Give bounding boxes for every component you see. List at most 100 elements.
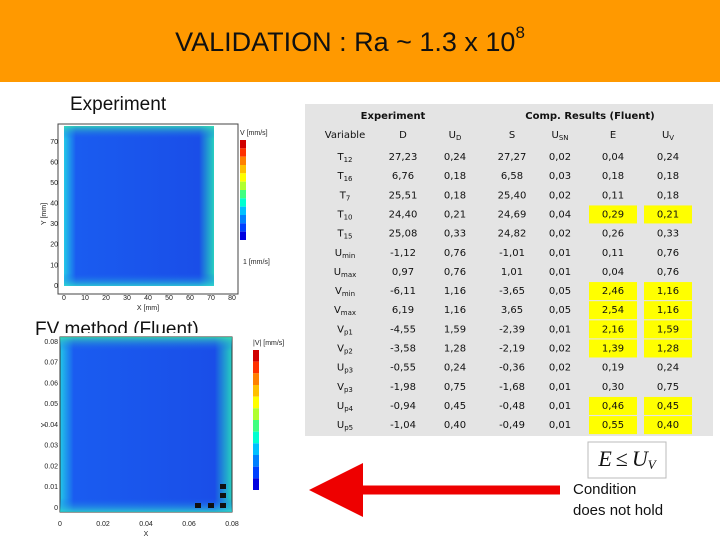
text-base: V <box>337 324 344 335</box>
y-tick-label: 0.03 <box>44 443 58 450</box>
cell-text: Variable <box>325 130 366 141</box>
table-cell: 1,16 <box>444 305 466 316</box>
table-cell: -2,39 <box>499 324 525 335</box>
y-tick-label: 50 <box>50 180 58 187</box>
cell-text: Umax <box>334 267 357 279</box>
table-cell: 0,76 <box>657 267 679 278</box>
results-table: Experiment Comp. Results (Fluent) Variable… <box>325 111 692 435</box>
table-cell: 0,24 <box>444 152 466 163</box>
table-cell: -0,94 <box>390 401 416 412</box>
text-base: V <box>334 305 341 316</box>
cell-highlight <box>644 301 692 320</box>
table-cell: 0,29 <box>602 209 624 220</box>
table-cell: 0,76 <box>444 267 466 278</box>
table-cell: 0,75 <box>444 382 466 393</box>
table-cell: 0,45 <box>444 401 466 412</box>
y-tick-label: 0.08 <box>44 339 58 346</box>
table-cell: 0,03 <box>549 171 571 182</box>
table-cell: 0,04 <box>549 209 571 220</box>
x-tick-label: 50 <box>165 295 173 302</box>
text-subscript: min <box>342 252 355 260</box>
colorbar-swatch <box>240 165 246 174</box>
text-base: V <box>335 286 342 297</box>
text-base: T <box>339 190 347 201</box>
table-cell: 0,18 <box>444 190 466 201</box>
x-tick-label: 20 <box>102 295 110 302</box>
colorbar-swatch <box>240 231 246 240</box>
table-cell: 1,59 <box>657 324 679 335</box>
group-header: Comp. Results (Fluent) <box>525 111 654 122</box>
table-cell: -0,48 <box>499 401 525 412</box>
cell-highlight <box>644 205 692 224</box>
slide-title: VALIDATION : Ra ~ 1.3 x 108 <box>175 23 525 57</box>
table-cell: 2,46 <box>602 286 624 297</box>
cell-text: Vp2 <box>337 344 353 356</box>
text-base: S <box>509 130 515 141</box>
colorbar-swatch <box>253 361 259 374</box>
text-subscript: 10 <box>344 213 353 221</box>
table-cell: 24,82 <box>498 229 527 240</box>
table-cell: -3,65 <box>499 286 525 297</box>
table-cell: -0,55 <box>390 363 416 374</box>
formula: E ≤ UV <box>597 446 657 472</box>
table-cell: 27,23 <box>389 152 418 163</box>
table-cell: 0,01 <box>549 267 571 278</box>
text-base: U <box>335 248 342 259</box>
y-tick-label: 0.06 <box>44 380 58 387</box>
table-cell: -1,12 <box>390 248 416 259</box>
colorbar-swatch <box>253 385 259 397</box>
text-base: U <box>662 130 669 141</box>
table-cell: 0,45 <box>657 401 679 412</box>
y-tick-label: 0.04 <box>44 422 58 429</box>
table-cell: 2,54 <box>602 305 624 316</box>
text-subscript: p3 <box>344 367 353 375</box>
y-tick-label: 30 <box>50 221 58 228</box>
colorbar-swatch <box>240 223 246 232</box>
y-tick-label: 40 <box>50 201 58 208</box>
x-tick-label: 0 <box>62 295 66 302</box>
legend-title: |V| [mm/s] <box>253 340 284 347</box>
table-cell: -0,36 <box>499 363 525 374</box>
table-cell: 3,65 <box>501 305 523 316</box>
table-cell: -1,68 <box>499 382 525 393</box>
table-cell: 0,01 <box>549 324 571 335</box>
cell-text: E <box>610 130 616 141</box>
text-subscript: 7 <box>346 194 350 202</box>
cell-text: Up3 <box>337 363 353 375</box>
x-tick-label: 0.06 <box>182 521 196 528</box>
cell-highlight <box>589 301 637 320</box>
x-axis-label: X [mm] <box>137 305 159 312</box>
cell-highlight <box>589 320 637 339</box>
table-cell: 0,01 <box>549 248 571 259</box>
table-cell: 0,55 <box>602 420 624 431</box>
text-base: V <box>337 344 344 355</box>
text-subscript: max <box>341 309 356 317</box>
cell-highlight <box>644 339 692 358</box>
cell-text: Vmin <box>335 286 355 298</box>
y-tick-label: 0.01 <box>44 484 58 491</box>
cell-text: UV <box>662 130 674 142</box>
table-cell: 25,51 <box>389 190 418 201</box>
table-cell: 0,02 <box>549 152 571 163</box>
colorbar-swatch <box>240 206 246 215</box>
condition-text: Condition <box>573 481 636 498</box>
text-subscript: p1 <box>344 328 353 336</box>
cell-text: Up5 <box>337 420 353 432</box>
cell-highlight <box>644 416 692 435</box>
table-cell: 0,46 <box>602 401 624 412</box>
formula-part: U <box>632 446 650 471</box>
title-superscript: 8 <box>515 23 524 42</box>
table-cell: 0,40 <box>444 420 466 431</box>
table-cell: 0,76 <box>657 248 679 259</box>
cell-text: T16 <box>336 171 353 183</box>
table-cell: 0,11 <box>602 190 624 201</box>
table-cell: 0,26 <box>602 229 624 240</box>
text-subscript: max <box>341 271 356 279</box>
table-cell: 25,08 <box>389 229 418 240</box>
cell-text: Vp3 <box>337 382 353 394</box>
x-tick-label: 80 <box>228 295 236 302</box>
text-base: D <box>399 130 407 141</box>
text-base: V <box>337 382 344 393</box>
colorbar <box>253 350 259 490</box>
table-cell: 6,19 <box>392 305 414 316</box>
